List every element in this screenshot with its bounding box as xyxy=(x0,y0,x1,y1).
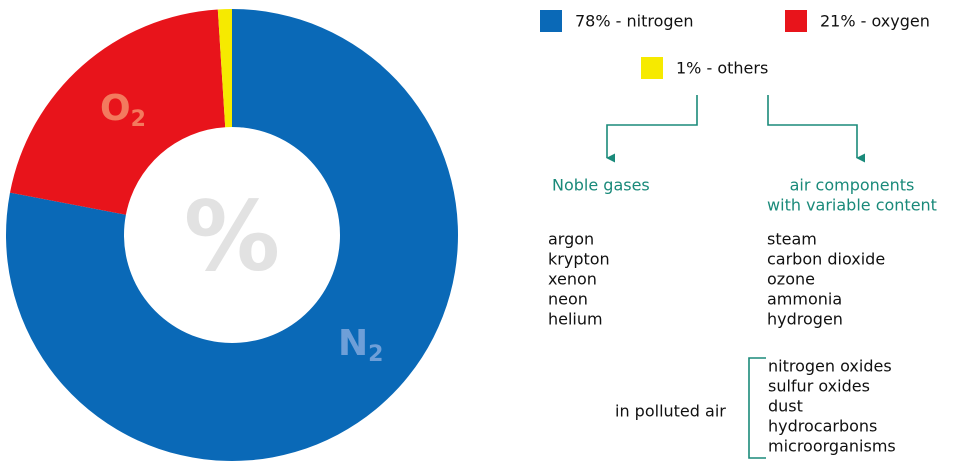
connector xyxy=(606,95,698,163)
list-item: hydrocarbons xyxy=(768,417,877,436)
slice-label-subscript: 2 xyxy=(368,342,383,367)
slice-label: O2 xyxy=(100,88,146,132)
slice xyxy=(217,9,232,128)
list-item: microorganisms xyxy=(768,437,896,456)
slice xyxy=(6,9,458,461)
center-label: % xyxy=(184,180,280,292)
slice-label-symbol: N xyxy=(338,323,368,364)
list-item: nitrogen oxides xyxy=(768,357,892,376)
list-item: argon xyxy=(548,230,594,249)
bracket xyxy=(748,357,766,459)
group-title: air components xyxy=(790,176,915,195)
list-item: ozone xyxy=(767,270,815,289)
legend-entry: 78% - nitrogen xyxy=(575,12,694,31)
list-item: hydrogen xyxy=(767,310,843,329)
legend-entry: 1% - others xyxy=(676,59,768,78)
connector xyxy=(767,95,866,163)
list-item: steam xyxy=(767,230,817,249)
list-item: sulfur oxides xyxy=(768,377,870,396)
list-item: xenon xyxy=(548,270,597,289)
slice-label: N2 xyxy=(338,323,383,367)
legend-swatch xyxy=(540,10,562,32)
list-item: neon xyxy=(548,290,588,309)
group-label: in polluted air xyxy=(615,402,726,421)
slice xyxy=(10,9,226,215)
slice-label-subscript: 2 xyxy=(131,107,146,132)
group-title: Noble gases xyxy=(552,176,650,195)
legend-swatch xyxy=(641,57,663,79)
list-item: dust xyxy=(768,397,803,416)
group-title: with variable content xyxy=(767,196,937,215)
legend-swatch xyxy=(785,10,807,32)
list-item: carbon dioxide xyxy=(767,250,885,269)
legend-entry: 21% - oxygen xyxy=(820,12,930,31)
list-item: ammonia xyxy=(767,290,842,309)
list-item: krypton xyxy=(548,250,610,269)
list-item: helium xyxy=(548,310,603,329)
slice-label-symbol: O xyxy=(100,88,131,129)
